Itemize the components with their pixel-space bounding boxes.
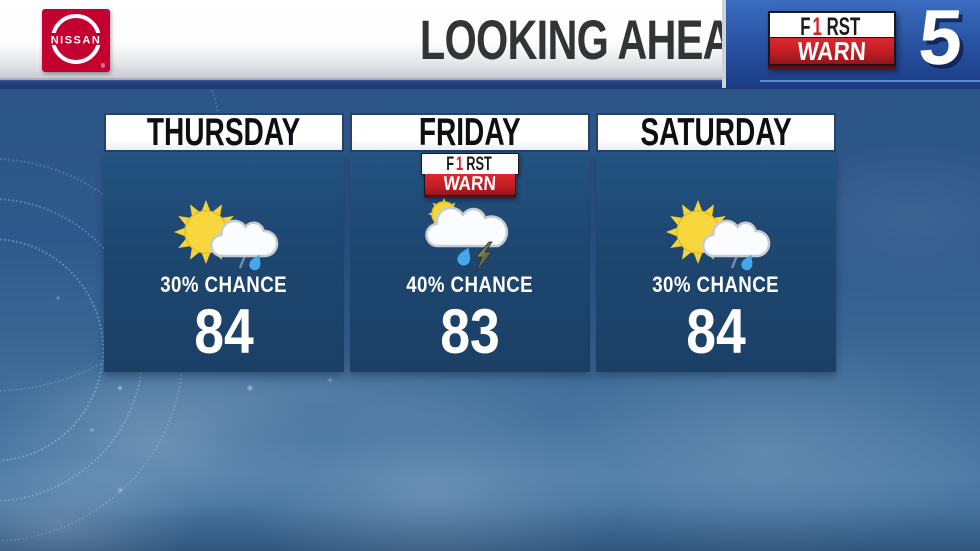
forecast-panels: THURSDAY: [104, 113, 836, 372]
firstwarn-logo-first-line: F1 RST: [768, 11, 896, 41]
day-header: FRIDAY: [350, 113, 590, 152]
day-label: FRIDAY: [419, 111, 521, 154]
firstwarn-mini-first-line: F1 RST: [421, 153, 519, 175]
temperature: 83: [440, 297, 500, 367]
firstwarn-logo-warn-line: WARN: [768, 36, 896, 66]
forecast-panel-saturday: SATURDAY: [596, 113, 836, 372]
forecast-panel-thursday: THURSDAY: [104, 113, 344, 372]
day-label: THURSDAY: [147, 111, 301, 154]
day-body: 30% CHANCE 84: [104, 152, 344, 372]
day-body: 30% CHANCE 84: [596, 152, 836, 372]
sun-cloud-rain-icon: [166, 190, 282, 281]
red-one: 1: [455, 154, 463, 175]
temperature: 84: [194, 297, 254, 367]
precip-chance: 30% CHANCE: [160, 272, 288, 297]
nissan-wordmark: NISSAN: [51, 35, 102, 47]
firstwarn-logo: F1 RST WARN: [768, 11, 896, 66]
forecast-panel-friday: FRIDAY F1 RST WARN: [350, 113, 590, 372]
precip-chance: 30% CHANCE: [652, 272, 780, 297]
day-header: THURSDAY: [104, 113, 344, 152]
channel-number: 5: [915, 0, 966, 81]
nissan-logo-icon: NISSAN ®: [42, 9, 110, 72]
firstwarn-mini-warn-line: WARN: [424, 173, 516, 196]
page-title: LOOKING AHEAD: [419, 8, 762, 71]
station-logo-box: F1 RST WARN 5: [722, 0, 980, 88]
temperature: 84: [686, 297, 746, 367]
day-body: F1 RST WARN: [350, 152, 590, 372]
firstwarn-mini-logo: F1 RST WARN: [421, 153, 519, 196]
red-one: 1: [813, 13, 823, 41]
header-divider: [0, 80, 980, 89]
sun-cloud-rain-icon: [658, 190, 774, 281]
registered-mark: ®: [101, 63, 106, 70]
day-header: SATURDAY: [596, 113, 836, 152]
sun-cloud-storm-icon: [418, 196, 522, 277]
precip-chance: 40% CHANCE: [406, 272, 534, 297]
day-label: SATURDAY: [640, 111, 792, 154]
